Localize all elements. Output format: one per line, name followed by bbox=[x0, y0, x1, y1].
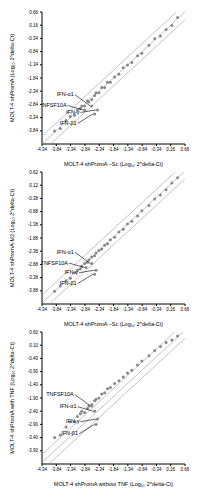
svg-text:-2.38: -2.38 bbox=[28, 249, 39, 254]
svg-text:-2.34: -2.34 bbox=[28, 89, 39, 94]
svg-text:-1.34: -1.34 bbox=[123, 307, 134, 312]
svg-text:MOLT-4 shPromA –Sc (Log₁₀ 2^de: MOLT-4 shPromA –Sc (Log₁₀ 2^delta-Ct) bbox=[64, 321, 163, 327]
svg-text:-2.84: -2.84 bbox=[28, 102, 39, 107]
svg-text:-2.34: -2.34 bbox=[94, 147, 105, 152]
svg-text:-1.84: -1.84 bbox=[28, 76, 39, 81]
svg-text:-3.84: -3.84 bbox=[51, 307, 62, 312]
svg-text:-1.88: -1.88 bbox=[28, 236, 39, 241]
svg-text:0.12: 0.12 bbox=[29, 183, 38, 188]
svg-text:0.66: 0.66 bbox=[29, 10, 38, 15]
svg-text:-2.34: -2.34 bbox=[94, 467, 105, 472]
svg-text:-3.34: -3.34 bbox=[28, 115, 39, 120]
svg-text:-0.34: -0.34 bbox=[151, 307, 162, 312]
svg-text:-1.34: -1.34 bbox=[28, 62, 39, 67]
svg-text:-3.84: -3.84 bbox=[51, 147, 62, 152]
svg-text:-3.90: -3.90 bbox=[28, 448, 39, 453]
svg-text:0.66: 0.66 bbox=[181, 467, 190, 472]
svg-text:-3.84: -3.84 bbox=[28, 128, 39, 133]
svg-text:-2.84: -2.84 bbox=[80, 147, 91, 152]
svg-text:-0.84: -0.84 bbox=[137, 147, 148, 152]
svg-text:IFN-α1: IFN-α1 bbox=[57, 249, 74, 255]
svg-text:-1.90: -1.90 bbox=[28, 396, 39, 401]
svg-text:0.16: 0.16 bbox=[166, 307, 175, 312]
svg-text:0.60: 0.60 bbox=[29, 330, 38, 335]
svg-text:IFN-α1: IFN-α1 bbox=[60, 403, 77, 409]
svg-text:0.62: 0.62 bbox=[29, 170, 38, 175]
svg-text:-0.90: -0.90 bbox=[28, 369, 39, 374]
svg-text:-1.34: -1.34 bbox=[123, 147, 134, 152]
svg-text:-2.34: -2.34 bbox=[94, 307, 105, 312]
svg-text:-4.34: -4.34 bbox=[37, 147, 48, 152]
svg-text:-3.34: -3.34 bbox=[65, 147, 76, 152]
svg-text:-4.34: -4.34 bbox=[37, 467, 48, 472]
svg-text:0.16: 0.16 bbox=[166, 467, 175, 472]
svg-text:0.66: 0.66 bbox=[181, 307, 190, 312]
svg-text:-3.34: -3.34 bbox=[65, 467, 76, 472]
svg-text:-4.34: -4.34 bbox=[37, 307, 48, 312]
svg-text:-2.88: -2.88 bbox=[28, 262, 39, 267]
svg-text:0.66: 0.66 bbox=[181, 147, 190, 152]
svg-text:-2.90: -2.90 bbox=[28, 422, 39, 427]
svg-text:-2.84: -2.84 bbox=[80, 467, 91, 472]
svg-text:0.16: 0.16 bbox=[29, 23, 38, 28]
svg-text:-3.88: -3.88 bbox=[28, 288, 39, 293]
svg-text:-1.34: -1.34 bbox=[123, 467, 134, 472]
svg-text:-3.84: -3.84 bbox=[51, 467, 62, 472]
svg-text:IFN-β1: IFN-β1 bbox=[60, 120, 77, 126]
svg-text:MOLT-4 shPromA without TNF (Lo: MOLT-4 shPromA without TNF (Log₁₀ 2^delt… bbox=[54, 481, 173, 487]
svg-text:-1.38: -1.38 bbox=[28, 222, 39, 227]
svg-text:MOLT-4 shPromA-M2 (Log₁₀ 2^del: MOLT-4 shPromA-M2 (Log₁₀ 2^delta-Ct) bbox=[9, 189, 15, 287]
svg-text:TNFSF10A: TNFSF10A bbox=[42, 260, 68, 266]
svg-text:IFN-β1: IFN-β1 bbox=[60, 280, 77, 286]
svg-text:-0.34: -0.34 bbox=[151, 467, 162, 472]
svg-text:-0.34: -0.34 bbox=[151, 147, 162, 152]
svg-text:-1.84: -1.84 bbox=[108, 147, 119, 152]
svg-text:-0.34: -0.34 bbox=[28, 36, 39, 41]
svg-text:MOLT-4 shPromA –Sc (Log₁₀ 2^de: MOLT-4 shPromA –Sc (Log₁₀ 2^delta-Ct) bbox=[64, 161, 163, 167]
svg-text:-2.40: -2.40 bbox=[28, 409, 39, 414]
svg-text:IFN-γ: IFN-γ bbox=[66, 418, 80, 424]
svg-text:-1.40: -1.40 bbox=[28, 382, 39, 387]
svg-text:TNFSF10A: TNFSF10A bbox=[46, 391, 74, 397]
svg-text:-0.40: -0.40 bbox=[28, 356, 39, 361]
svg-text:-0.84: -0.84 bbox=[137, 467, 148, 472]
svg-text:0.10: 0.10 bbox=[29, 343, 38, 348]
svg-text:IFN-α1: IFN-α1 bbox=[57, 91, 74, 97]
svg-text:-3.38: -3.38 bbox=[28, 275, 39, 280]
svg-text:MOLT-4 shPromA with TNF (Log₁₀: MOLT-4 shPromA with TNF (Log₁₀ 2^delta-C… bbox=[9, 342, 15, 454]
svg-text:IFN-β1: IFN-β1 bbox=[61, 430, 78, 436]
svg-text:0.16: 0.16 bbox=[166, 147, 175, 152]
svg-text:IFN-γ: IFN-γ bbox=[66, 109, 80, 115]
svg-text:-1.84: -1.84 bbox=[108, 467, 119, 472]
svg-text:IFN-γ: IFN-γ bbox=[65, 269, 79, 275]
svg-text:TNFSF10A: TNFSF10A bbox=[42, 102, 67, 108]
svg-text:-0.88: -0.88 bbox=[28, 209, 39, 214]
svg-text:-0.84: -0.84 bbox=[28, 49, 39, 54]
svg-text:MOLT-4 shPromA (Log₁₀ 2^delta-: MOLT-4 shPromA (Log₁₀ 2^delta-Ct) bbox=[9, 34, 15, 122]
svg-text:-3.34: -3.34 bbox=[65, 307, 76, 312]
svg-text:-2.84: -2.84 bbox=[80, 307, 91, 312]
svg-text:-0.84: -0.84 bbox=[137, 307, 148, 312]
svg-text:-3.40: -3.40 bbox=[28, 435, 39, 440]
svg-text:-0.38: -0.38 bbox=[28, 196, 39, 201]
svg-text:-1.84: -1.84 bbox=[108, 307, 119, 312]
